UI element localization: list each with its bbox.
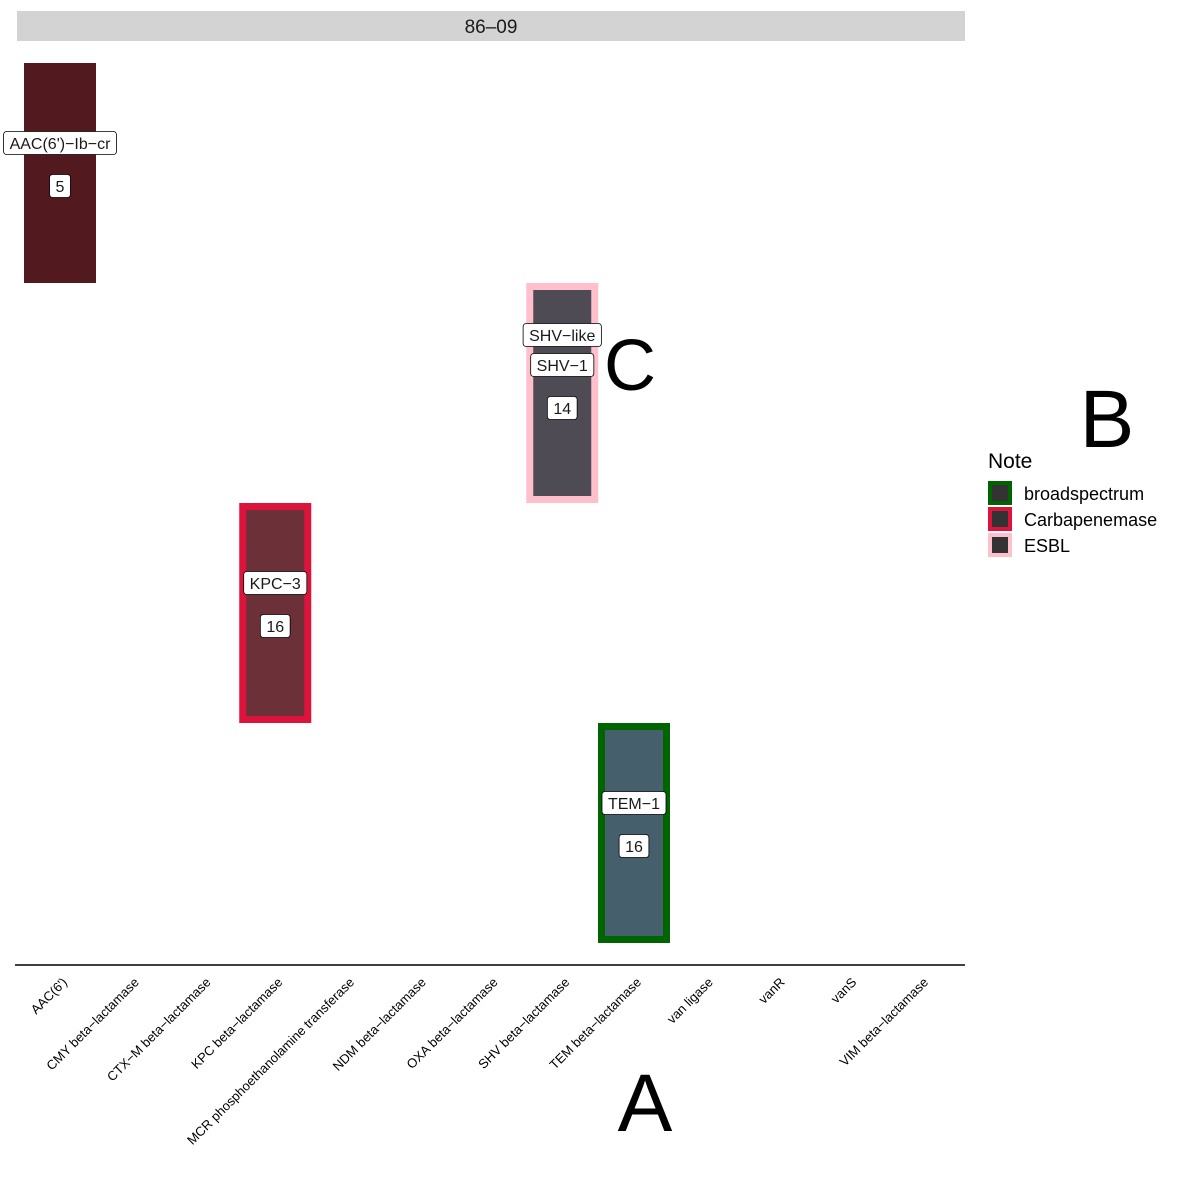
- count-label: 14: [553, 401, 571, 418]
- annotation-a: A: [618, 1058, 673, 1149]
- x-tick-label: AAC(6'): [28, 975, 71, 1018]
- legend-label: broadspectrum: [1024, 484, 1144, 504]
- facet-title: 86–09: [465, 17, 518, 38]
- count-label-box: [546, 396, 578, 420]
- tile: AAC(6')−Ib−cr 5: [3, 63, 117, 283]
- gene-label-box: [3, 131, 117, 155]
- tile: SHV−like SHV−1 14: [522, 283, 602, 503]
- x-tick-label: vanS: [828, 974, 860, 1006]
- gene-label: AAC(6')−Ib−cr: [10, 136, 112, 153]
- gene-label-box: [522, 323, 602, 347]
- legend-key: [988, 481, 1012, 505]
- legend-key: [988, 533, 1012, 557]
- tile-rect: [239, 503, 312, 723]
- legend-item: Carbapenemase: [988, 507, 1157, 531]
- gene-label-box: [601, 791, 667, 815]
- legend-item: ESBL: [988, 533, 1070, 557]
- legend-label: ESBL: [1024, 536, 1070, 556]
- legend-title: Note: [988, 450, 1032, 473]
- gene-label-box: [530, 353, 595, 377]
- tile-rect: [526, 283, 599, 503]
- count-label: 5: [56, 179, 65, 196]
- legend: broadspectrum Carbapenemase ESBL: [988, 481, 1157, 557]
- count-label-box: [618, 834, 650, 858]
- count-label: 16: [625, 839, 643, 856]
- count-label: 16: [266, 619, 284, 636]
- gene-label: SHV−1: [537, 358, 588, 375]
- legend-key: [988, 507, 1012, 531]
- legend-label: Carbapenemase: [1024, 510, 1157, 530]
- annotation-c: C: [604, 326, 656, 406]
- gene-label: TEM−1: [608, 796, 660, 813]
- x-tick-label: van ligase: [664, 975, 716, 1027]
- gene-label-box: [243, 571, 308, 595]
- tile-rect: [24, 63, 96, 283]
- annotation-b: B: [1080, 374, 1135, 465]
- tiles: AAC(6')−Ib−cr5SHV−likeSHV−114KPC−316TEM−…: [3, 63, 670, 943]
- tile: TEM−1 16: [598, 723, 670, 943]
- tile: KPC−3 16: [239, 503, 312, 723]
- count-label-box: [259, 614, 291, 638]
- x-tick-label: vanR: [756, 975, 788, 1007]
- facet-strip: [17, 11, 965, 41]
- gene-label: SHV−like: [529, 328, 595, 345]
- tile-rect: [598, 723, 670, 943]
- count-label-box: [49, 174, 71, 198]
- gene-label: KPC−3: [250, 576, 301, 593]
- legend-item: broadspectrum: [988, 481, 1144, 505]
